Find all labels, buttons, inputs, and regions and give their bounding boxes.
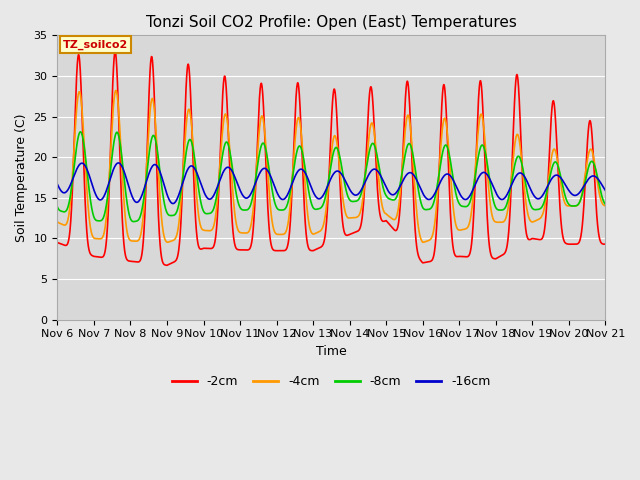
X-axis label: Time: Time: [316, 345, 347, 358]
Title: Tonzi Soil CO2 Profile: Open (East) Temperatures: Tonzi Soil CO2 Profile: Open (East) Temp…: [146, 15, 516, 30]
Text: TZ_soilco2: TZ_soilco2: [63, 39, 128, 49]
Legend: -2cm, -4cm, -8cm, -16cm: -2cm, -4cm, -8cm, -16cm: [167, 370, 496, 393]
Y-axis label: Soil Temperature (C): Soil Temperature (C): [15, 113, 28, 242]
